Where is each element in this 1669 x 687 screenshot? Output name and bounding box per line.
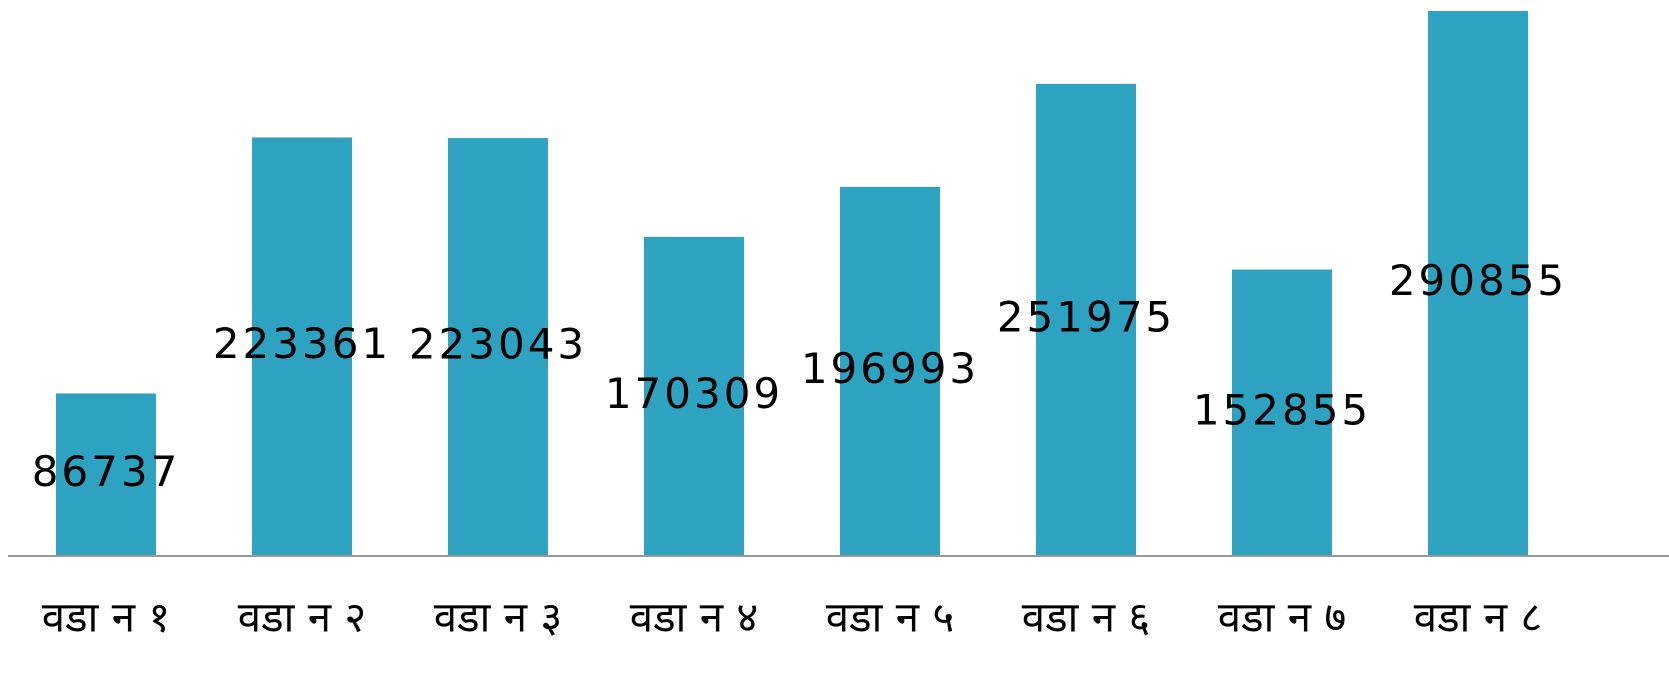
bar [448, 138, 548, 556]
x-tick-label: वडा न १ [42, 593, 171, 642]
bar [1428, 11, 1528, 556]
x-tick-label: वडा न ७ [1218, 593, 1347, 642]
value-label: 152855 [1193, 385, 1371, 434]
bar [840, 186, 940, 556]
x-tick-label: वडा न ४ [630, 593, 759, 642]
bar [1232, 269, 1332, 556]
bar [644, 236, 744, 557]
x-tick-label: वडा न २ [238, 593, 367, 642]
bar [1036, 83, 1136, 557]
value-label: 223361 [213, 319, 391, 368]
value-label: 251975 [997, 292, 1175, 341]
x-tick-label: वडा न ६ [1022, 593, 1151, 642]
x-tick-label: वडा न ५ [826, 593, 955, 642]
bar [252, 137, 352, 556]
x-tick-label: वडा न ८ [1414, 593, 1543, 642]
value-label: 86737 [32, 447, 181, 496]
bar [56, 393, 156, 556]
x-tick-label: वडा न ३ [434, 593, 563, 642]
value-label: 170309 [605, 369, 783, 418]
value-label: 290855 [1389, 256, 1567, 305]
value-label: 223043 [409, 320, 587, 369]
value-label: 196993 [801, 344, 979, 393]
